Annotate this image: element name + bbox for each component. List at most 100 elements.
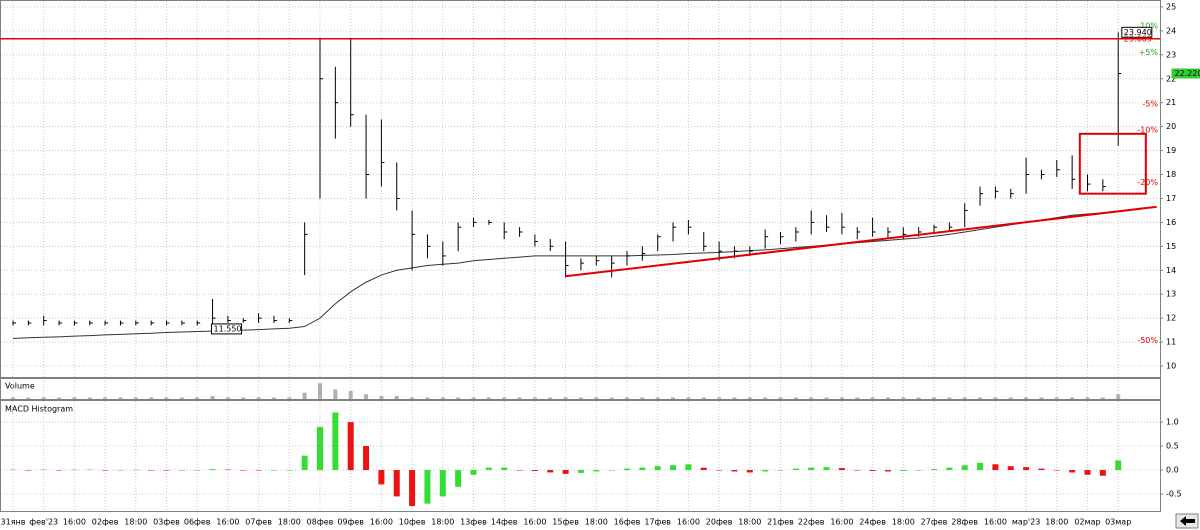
y-tick-label: 23 <box>1166 50 1176 59</box>
macd-bar <box>317 426 323 471</box>
macd-bar <box>224 469 231 471</box>
price-label-box <box>211 323 243 335</box>
macd-bar <box>178 470 185 471</box>
macd-bar <box>132 469 139 471</box>
macd-bar <box>240 470 247 471</box>
scroll-button[interactable] <box>1175 513 1199 529</box>
x-tick-label: 18:00 <box>1045 518 1068 527</box>
macd-bar <box>393 470 400 497</box>
volume-bar <box>179 397 184 399</box>
x-tick-label: 09фев <box>337 518 364 527</box>
volume-bar <box>271 397 276 399</box>
volume-bar <box>302 392 307 399</box>
volume-bar <box>793 397 798 399</box>
volume-bar <box>625 397 629 399</box>
x-tick-label: 16:00 <box>216 518 239 527</box>
volume-bar <box>578 397 583 399</box>
volume-bar <box>517 397 522 399</box>
y-tick-label: 19 <box>1166 146 1176 155</box>
macd-bar <box>56 470 63 471</box>
macd-bar <box>1115 460 1122 471</box>
volume-bar <box>11 397 15 399</box>
volume-bar <box>287 397 292 399</box>
x-tick-label: 18:00 <box>738 518 761 527</box>
y-tick-label: 14 <box>1166 266 1176 275</box>
macd-bar <box>838 468 845 471</box>
macd-bar <box>562 470 569 474</box>
x-tick-label: 07фев <box>245 518 272 527</box>
volume-bar <box>532 397 537 399</box>
volume-bar <box>364 394 369 399</box>
macd-bar <box>654 466 661 471</box>
macd-bar <box>823 467 830 471</box>
last-price-box <box>1171 68 1200 79</box>
macd-bar <box>977 462 984 471</box>
macd-bar <box>946 467 953 471</box>
x-tick-label: 18:00 <box>585 518 608 527</box>
volume-bar <box>1085 397 1090 399</box>
macd-bar <box>931 469 937 471</box>
macd-bar <box>1084 470 1091 475</box>
volume-bar <box>640 397 645 399</box>
volume-bar <box>824 397 829 399</box>
volume-bar <box>947 397 952 399</box>
macd-bar <box>10 469 16 471</box>
volume-bar <box>1008 397 1013 399</box>
macd-bar <box>1069 470 1076 473</box>
y-tick-label: 17 <box>1166 194 1176 203</box>
macd-bar <box>915 470 922 471</box>
x-tick-label: 16:00 <box>984 518 1007 527</box>
macd-bar <box>255 470 262 471</box>
macd-bar <box>577 470 584 473</box>
volume-bar <box>901 397 906 399</box>
x-tick-label: 24фев <box>859 518 886 527</box>
y-tick-label: 0.0 <box>1166 466 1179 475</box>
macd-bar <box>869 470 876 471</box>
volume-bar <box>932 397 936 399</box>
macd-bar <box>531 470 538 471</box>
macd-bar <box>194 470 201 471</box>
volume-bar <box>594 397 599 399</box>
macd-bar <box>762 470 769 472</box>
x-tick-label: 16:00 <box>63 518 86 527</box>
volume-bar <box>195 397 200 399</box>
volume-bar <box>72 397 77 399</box>
x-tick-label: 16:00 <box>830 518 853 527</box>
macd-bar <box>516 470 523 471</box>
macd-bar <box>501 467 508 471</box>
scroll-arrow[interactable] <box>1180 516 1195 526</box>
percent-level: -10% <box>1137 126 1158 135</box>
volume-bar <box>839 397 844 399</box>
x-tick-label: 15фев <box>552 518 579 527</box>
macd-bar <box>102 470 109 471</box>
volume-bar <box>118 397 123 399</box>
percent-level: -5% <box>1142 100 1158 109</box>
trend-line <box>565 205 1157 278</box>
y-tick-label: 21 <box>1166 98 1176 107</box>
volume-bar <box>609 397 614 399</box>
volume-bar <box>763 397 768 399</box>
volume-bar <box>809 397 814 399</box>
y-tick-label: 20 <box>1166 122 1176 131</box>
volume-bar <box>747 397 752 399</box>
volume-bar <box>962 397 967 399</box>
volume-bar <box>563 397 568 399</box>
macd-bar <box>961 465 968 471</box>
volume-bar <box>486 397 491 399</box>
macd-panel <box>0 400 1161 512</box>
price-label: 23.669 <box>1124 34 1152 43</box>
x-tick-label: 18:00 <box>124 518 147 527</box>
x-tick-label: 20фев <box>706 518 733 527</box>
x-tick-label: 18:00 <box>892 518 915 527</box>
macd-bar <box>808 467 815 471</box>
percent-level: -50% <box>1137 336 1158 345</box>
y-tick-label: 1.0 <box>1166 418 1179 427</box>
macd-bar <box>332 412 339 471</box>
macd-bar <box>25 470 32 471</box>
y-tick-label: 24 <box>1166 26 1176 35</box>
macd-bar <box>777 470 784 471</box>
volume-bar <box>1054 397 1059 399</box>
volume-bar <box>241 397 246 399</box>
